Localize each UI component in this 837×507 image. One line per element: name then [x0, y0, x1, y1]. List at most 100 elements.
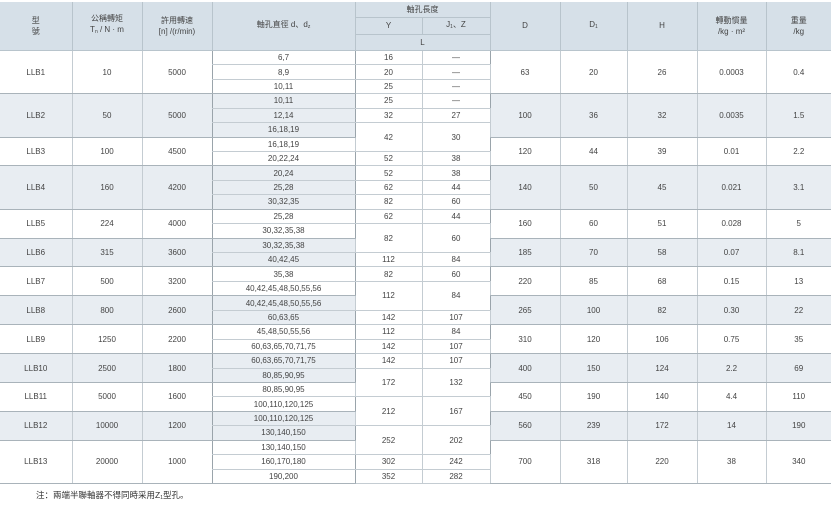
bore-diameter-cell: 25,28 [211, 209, 356, 225]
bore-diameter-cell: 130,140,150 [211, 425, 356, 441]
coupling-spec-table: 型號 公稱轉矩 Tn / N · m 許用轉速 [n] /(r/min) 軸孔直徑 … [0, 2, 831, 485]
bore-diameter-cell: 100,110,120,125 [211, 396, 356, 412]
bore-diameter-cell: 16,18,19 [211, 122, 356, 138]
torque-cell: 100 [71, 137, 142, 167]
bore-diameter-cell: 30,32,35 [211, 194, 356, 210]
d-cell: 185 [489, 238, 560, 268]
table-row: LLB11 5000 1600 80,85,90,95 450 190 140 4.4 110 [0, 382, 831, 412]
table-row: 12,14 32 27 [0, 108, 831, 124]
length-y-cell: 52 [354, 165, 422, 181]
speed-cell: 3200 [141, 266, 212, 297]
weight-cell: 340 [765, 440, 831, 485]
d-cell: 310 [489, 324, 560, 355]
weight-cell: 13 [765, 266, 831, 297]
table-row: LLB13 20000 1000 130,140,150 700 318 220 38 340 [0, 440, 831, 485]
table-row: 40,42,45 112 84 [0, 252, 831, 268]
inertia-cell: 0.021 [696, 165, 766, 210]
header-bore-length: 軸孔長度 [354, 2, 490, 19]
bore-diameter-cell: 160,170,180 [211, 454, 356, 470]
length-j1z-cell: — [421, 79, 491, 95]
bore-diameter-cell: 80,85,90,95 [211, 368, 356, 383]
length-y-cell: 25 [354, 79, 422, 95]
table-row: 60,63,65 142 107 [0, 310, 831, 326]
header-torque: 公稱轉矩 Tn / N · m [71, 2, 142, 51]
length-y-cell: 142 [354, 353, 422, 369]
bore-diameter-cell: 40,42,45,48,50,55,56 [211, 281, 356, 297]
speed-cell: 5000 [141, 93, 212, 138]
table-row: 10,11 25— [0, 79, 831, 95]
table-row: LLB2 50 5000 10,11 25—100 36 32 0.0035 1.5 [0, 93, 831, 138]
torque-cell: 20000 [71, 440, 142, 485]
model-cell: LLB10 [0, 353, 72, 383]
torque-cell: 315 [71, 238, 142, 268]
inertia-cell: 2.2 [696, 353, 766, 383]
bore-diameter-cell: 20,24 [211, 165, 356, 181]
bore-diameter-cell: 60,63,65 [211, 310, 356, 326]
h-cell: 58 [626, 238, 697, 268]
h-cell: 39 [626, 137, 697, 167]
h-cell: 45 [626, 165, 697, 210]
d-cell: 450 [489, 382, 560, 412]
torque-cell: 2500 [71, 353, 142, 383]
bore-diameter-cell: 60,63,65,70,71,75 [211, 353, 356, 369]
header-speed: 許用轉速 [n] /(r/min) [141, 2, 212, 51]
table-row: LLB4 160 4200 20,24 52 38 140 50 45 0.021 3.1 [0, 165, 831, 210]
bore-diameter-cell: 16,18,19 [211, 137, 356, 152]
length-y-cell: 172 [354, 368, 422, 398]
d-cell: 120 [489, 137, 560, 167]
h-cell: 220 [626, 440, 697, 485]
table-row: 100,110,120,125 212 167 [0, 396, 831, 427]
bore-diameter-cell: 190,200 [211, 469, 356, 485]
model-cell: LLB9 [0, 324, 72, 355]
model-cell: LLB4 [0, 165, 72, 210]
header-j1-z: J1、Z [421, 17, 490, 35]
d-cell: 400 [489, 353, 560, 383]
table-row: LLB12 10000 1200 100,110,120,125 560 239 172 14… [0, 411, 831, 441]
speed-cell: 2600 [141, 295, 212, 326]
model-cell: LLB8 [0, 295, 72, 326]
weight-cell: 35 [765, 324, 831, 355]
torque-cell: 1250 [71, 324, 142, 355]
header-inertia: 轉動慣量/kg · m² [696, 2, 766, 51]
bore-diameter-cell: 10,11 [211, 79, 356, 95]
table-row: 190,200 352 282 [0, 469, 831, 485]
length-j1z-cell: — [421, 93, 491, 109]
length-j1z-cell: 242 [421, 454, 491, 470]
d1-cell: 120 [559, 324, 627, 355]
length-y-cell: 82 [354, 266, 422, 282]
weight-cell: 69 [765, 353, 831, 383]
speed-cell: 1800 [141, 353, 212, 383]
bore-diameter-cell: 35,38 [211, 266, 356, 282]
h-cell: 26 [626, 50, 697, 95]
length-y-cell: 42 [354, 122, 422, 152]
model-cell: LLB13 [0, 440, 72, 485]
table-row: LLB7 500 3200 35,38 82 60 220 85 68 0.15 13 [0, 266, 831, 297]
bore-diameter-cell: 45,48,50,55,56 [211, 324, 356, 340]
table-row: LLB1 10 5000 6,7 16—63 20 26 0.0003 0.4 [0, 50, 831, 95]
d-cell: 140 [489, 165, 560, 210]
d1-cell: 50 [559, 165, 627, 210]
length-y-cell: 142 [354, 339, 422, 355]
inertia-cell: 0.028 [696, 209, 766, 239]
length-y-cell: 112 [354, 281, 422, 311]
length-y-cell: 352 [354, 469, 422, 485]
model-cell: LLB12 [0, 411, 72, 441]
table-row: LLB9 1250 2200 45,48,50,55,56 112 84 310 120 106… [0, 324, 831, 355]
length-y-cell: 25 [354, 93, 422, 109]
d1-cell: 20 [559, 50, 627, 95]
table-row: LLB3 100 4500 16,18,19 120 44 39 0.01 2.2 [0, 137, 831, 167]
inertia-cell: 4.4 [696, 382, 766, 412]
table-row: 16,18,19 42 30 [0, 122, 831, 152]
model-cell: LLB6 [0, 238, 72, 268]
h-cell: 32 [626, 93, 697, 138]
table-row: LLB5 224 4000 25,28 62 44 160 60 51 0.028 5 [0, 209, 831, 239]
torque-cell: 500 [71, 266, 142, 297]
length-j1z-cell: — [421, 50, 491, 66]
length-j1z-cell: 202 [421, 425, 491, 456]
length-j1z-cell: 107 [421, 310, 491, 326]
footnote: 注：兩端半聯軸器不得同時采用Z1型孔。 [36, 490, 189, 501]
length-j1z-cell: 27 [421, 108, 491, 124]
inertia-cell: 0.07 [696, 238, 766, 268]
table-row: 30,32,35 82 60 [0, 194, 831, 210]
bore-diameter-cell: 100,110,120,125 [211, 411, 356, 427]
